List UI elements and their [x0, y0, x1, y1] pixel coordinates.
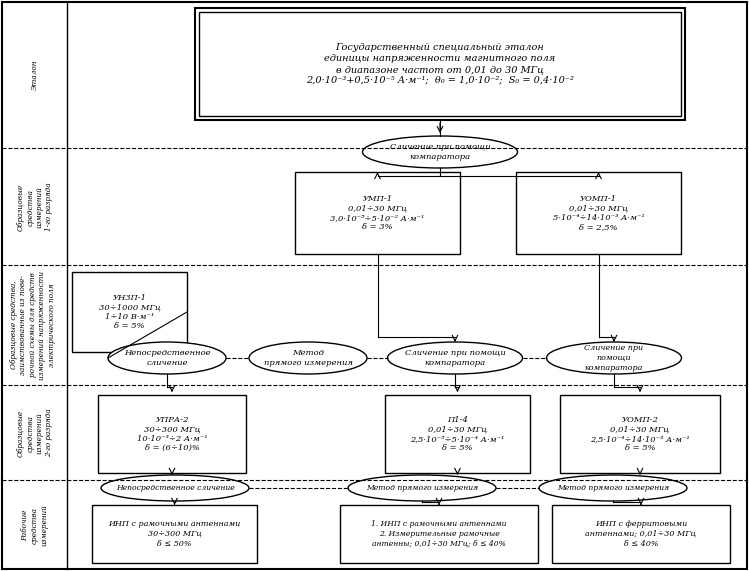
Text: Непосредственное сличение: Непосредственное сличение — [115, 484, 234, 492]
Text: Сличение при помощи
компаратора: Сличение при помощи компаратора — [389, 143, 491, 161]
Bar — [295, 172, 460, 254]
Ellipse shape — [387, 342, 523, 374]
Ellipse shape — [547, 342, 682, 374]
Ellipse shape — [539, 475, 687, 501]
Text: УОМП-2
0,01÷30 МГц
2,5·10⁻⁴÷14·10⁻³ А·м⁻¹
δ = 5%: УОМП-2 0,01÷30 МГц 2,5·10⁻⁴÷14·10⁻³ А·м⁻… — [590, 416, 690, 452]
Text: ИНП с ферритовыми
антеннами; 0,01÷30 МГц
δ ≤ 40%: ИНП с ферритовыми антеннами; 0,01÷30 МГц… — [586, 521, 697, 548]
Bar — [385, 395, 530, 473]
Bar — [516, 172, 681, 254]
Text: Сличение при
помощи
компаратора: Сличение при помощи компаратора — [584, 344, 643, 372]
Text: Образцовые
средства
измерений
2-го разряда: Образцовые средства измерений 2-го разря… — [16, 409, 53, 457]
Text: УОМП-1
0,01÷30 МГц
5·10⁻⁴÷14·10⁻³ А·м⁻¹
δ = 2,5%: УОМП-1 0,01÷30 МГц 5·10⁻⁴÷14·10⁻³ А·м⁻¹ … — [553, 195, 644, 231]
Ellipse shape — [101, 475, 249, 501]
Text: УПРА-2
30÷300 МГц
10·10⁻³÷2 А·м⁻¹
δ = (6÷10)%: УПРА-2 30÷300 МГц 10·10⁻³÷2 А·м⁻¹ δ = (6… — [136, 416, 207, 452]
Bar — [199, 12, 681, 116]
Text: П1-4
0,01÷30 МГц
2,5·10⁻⁵÷5·10⁻⁴ А·м⁻¹
δ = 5%: П1-4 0,01÷30 МГц 2,5·10⁻⁵÷5·10⁻⁴ А·м⁻¹ δ… — [410, 416, 505, 452]
Text: Государственный специальный эталон
единицы напряженности магнитного поля
в диапа: Государственный специальный эталон едини… — [306, 43, 574, 85]
Bar — [340, 505, 538, 563]
Text: Непосредственное
сличение: Непосредственное сличение — [124, 349, 210, 367]
Bar — [195, 8, 685, 120]
Text: УМП-1
0,01÷30 МГц
3,0·10⁻⁵÷5·10⁻² А·м⁻¹
δ = 3%: УМП-1 0,01÷30 МГц 3,0·10⁻⁵÷5·10⁻² А·м⁻¹ … — [330, 195, 425, 231]
Text: Образцовые
средства
измерений
1-го разряда: Образцовые средства измерений 1-го разря… — [16, 183, 53, 231]
Text: УНЗП-1
30÷1000 МГц
1÷10 В·м⁻¹
δ = 5%: УНЗП-1 30÷1000 МГц 1÷10 В·м⁻¹ δ = 5% — [99, 293, 160, 330]
Bar — [72, 272, 187, 352]
Text: Рабочие
средства
измерений: Рабочие средства измерений — [22, 504, 49, 546]
Text: Метод прямого измерения: Метод прямого измерения — [557, 484, 669, 492]
Text: 1. ИНП с рамочными антеннами
2. Измерительные рамочные
антенны; 0,01÷30 МГц; δ ≤: 1. ИНП с рамочными антеннами 2. Измерите… — [372, 521, 507, 548]
Bar — [560, 395, 720, 473]
Text: Эталон: Эталон — [31, 60, 39, 90]
Ellipse shape — [348, 475, 496, 501]
Bar — [552, 505, 730, 563]
Ellipse shape — [249, 342, 367, 374]
Text: ИНП с рамочными антеннами
30÷300 МГц
δ ≤ 50%: ИНП с рамочными антеннами 30÷300 МГц δ ≤… — [109, 521, 240, 548]
Bar — [98, 395, 246, 473]
Ellipse shape — [363, 136, 518, 168]
Text: Сличение при помощи
компаратора: Сличение при помощи компаратора — [404, 349, 506, 367]
Text: Метод прямого измерения: Метод прямого измерения — [366, 484, 478, 492]
Bar — [92, 505, 257, 563]
Ellipse shape — [108, 342, 226, 374]
Text: Образцовые средства,
заимствованные из пове-
рочной схемы для средств
измерений : Образцовые средства, заимствованные из п… — [10, 271, 56, 380]
Text: Метод
прямого измерения: Метод прямого измерения — [264, 349, 353, 367]
